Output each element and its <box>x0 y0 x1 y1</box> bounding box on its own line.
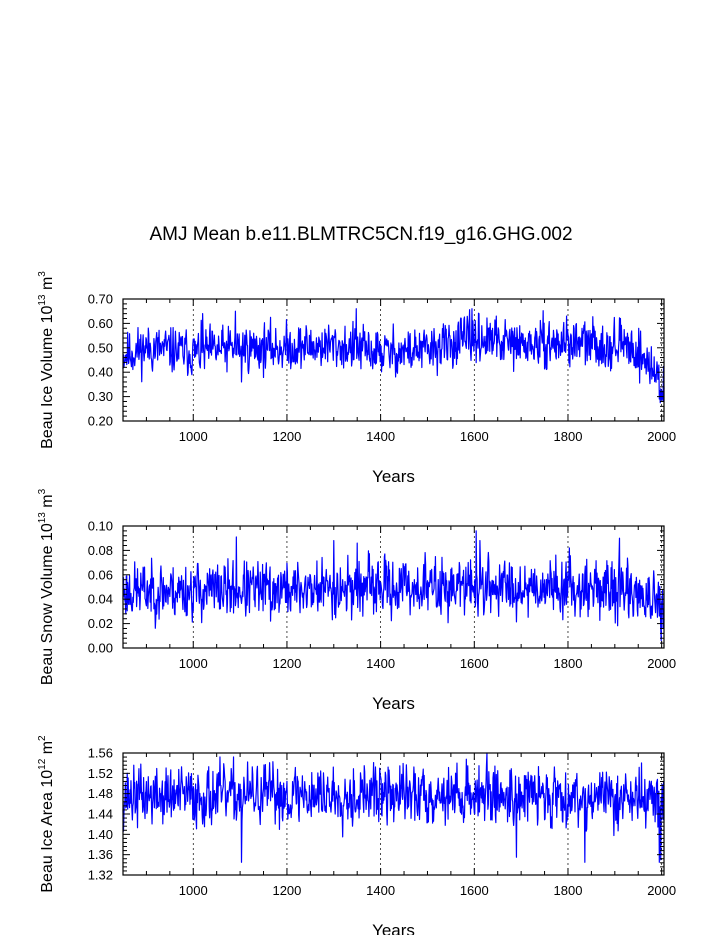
x-tick-label: 1400 <box>366 883 395 898</box>
x-tick-label: 1200 <box>272 656 301 671</box>
x-tick-label: 1000 <box>179 429 208 444</box>
plot-frame <box>122 525 665 649</box>
y-axis-label: Beau Snow Volume 1013 m3 <box>37 488 56 685</box>
x-tick-label: 1000 <box>179 883 208 898</box>
y-tick-label: 1.40 <box>88 827 113 842</box>
plot-frame <box>122 298 665 422</box>
y-tick-label: 0.20 <box>88 414 113 429</box>
x-tick-label: 2000 <box>647 883 676 898</box>
x-axis-label: Years <box>372 467 415 486</box>
panel-ice-volume: 1000 1200 1400 1600 1800 2000 0.20 0.30 0.40 0.50… <box>37 271 676 486</box>
y-axis-label: Beau Ice Volume 1013 m3 <box>37 271 56 449</box>
x-axis-label: Years <box>372 694 415 713</box>
y-tick-label: 1.56 <box>88 746 113 761</box>
y-axis-label: Beau Ice Area 1012 m2 <box>37 735 56 893</box>
x-tick-label: 1800 <box>554 656 583 671</box>
x-tick-label: 1400 <box>366 656 395 671</box>
y-tick-label: 0.02 <box>88 616 113 631</box>
x-axis-label: Years <box>372 921 415 935</box>
x-tick-label: 2000 <box>647 429 676 444</box>
y-tick-label: 1.44 <box>88 807 113 822</box>
y-tick-label: 0.30 <box>88 389 113 404</box>
y-tick-label: 0.00 <box>88 641 113 656</box>
y-tick-label: 0.08 <box>88 543 113 558</box>
y-tick-label: 1.52 <box>88 766 113 781</box>
y-tick-label: 0.10 <box>88 519 113 534</box>
data-series-ice-volume <box>122 308 665 404</box>
x-tick-label: 1800 <box>554 883 583 898</box>
y-tick-label: 0.06 <box>88 567 113 582</box>
panel-snow-volume: 1000 1200 1400 1600 1800 2000 0.00 0.02 0.04 0.06… <box>37 488 676 713</box>
x-tick-label: 1800 <box>554 429 583 444</box>
x-tick-label: 1600 <box>460 656 489 671</box>
y-tick-label: 1.36 <box>88 847 113 862</box>
x-tick-label: 1600 <box>460 429 489 444</box>
y-tick-label: 0.60 <box>88 316 113 331</box>
y-tick-label: 0.04 <box>88 592 113 607</box>
x-tick-label: 1400 <box>366 429 395 444</box>
y-tick-label: 0.40 <box>88 365 113 380</box>
y-tick-label: 0.50 <box>88 340 113 355</box>
y-tick-label: 1.32 <box>88 868 113 883</box>
x-tick-label: 1600 <box>460 883 489 898</box>
x-tick-label: 1200 <box>272 429 301 444</box>
x-tick-label: 2000 <box>647 656 676 671</box>
y-tick-label: 1.48 <box>88 786 113 801</box>
x-tick-label: 1000 <box>179 656 208 671</box>
chart-title: AMJ Mean b.e11.BLMTRC5CN.f19_g16.GHG.002 <box>149 224 572 245</box>
y-tick-label: 0.70 <box>88 292 113 307</box>
x-tick-label: 1200 <box>272 883 301 898</box>
data-series-ice-area <box>122 752 665 863</box>
data-series-snow-volume <box>122 530 665 642</box>
panel-ice-area: 1000 1200 1400 1600 1800 2000 1.32 1.36 1.40 1.44… <box>37 735 676 935</box>
